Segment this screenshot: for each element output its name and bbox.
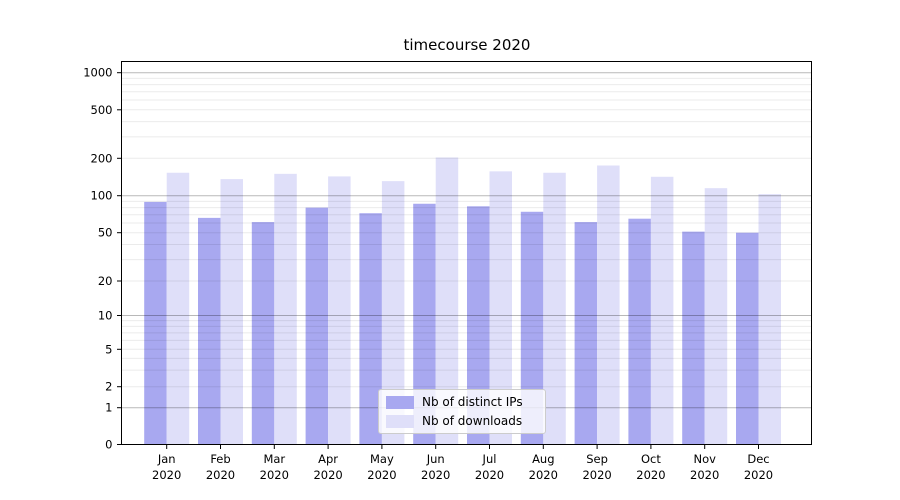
y-tick-label: 500: [91, 103, 113, 117]
bar-distinct-ips-feb: [198, 217, 221, 445]
legend-item-downloads: Nb of downloads: [386, 414, 537, 428]
bar-distinct-ips-may: [359, 213, 382, 445]
x-tick-label-year: 2020: [367, 468, 396, 482]
x-tick-label-month: Oct: [641, 452, 661, 466]
x-tick-label-month: Mar: [263, 452, 285, 466]
x-tick-label-month: May: [370, 452, 394, 466]
y-tick-label: 2: [105, 380, 112, 394]
y-tick-label: 200: [91, 151, 113, 165]
x-tick-label-month: Jan: [157, 452, 176, 466]
x-tick-label-year: 2020: [744, 468, 773, 482]
x-tick-label-month: Nov: [693, 452, 716, 466]
y-tick-label: 20: [98, 274, 113, 288]
bar-distinct-ips-aug: [520, 211, 544, 445]
bar-distinct-ips-nov: [682, 231, 705, 445]
x-tick-label-month: Sep: [586, 452, 608, 466]
bar-downloads-feb: [220, 179, 243, 445]
x-tick-label-year: 2020: [582, 468, 611, 482]
x-tick-label-year: 2020: [529, 468, 558, 482]
bar-downloads-dec: [758, 194, 781, 445]
x-tick-label-year: 2020: [152, 468, 181, 482]
x-tick-label-year: 2020: [636, 468, 665, 482]
bar-distinct-ips-mar: [251, 222, 275, 445]
y-tick-label: 50: [98, 226, 113, 240]
bar-distinct-ips-jul: [467, 206, 490, 445]
legend-label-downloads: Nb of downloads: [422, 414, 523, 428]
bar-distinct-ips-oct: [628, 218, 651, 445]
legend-label-distinct-ips: Nb of distinct IPs: [422, 395, 523, 409]
x-tick-label-year: 2020: [206, 468, 235, 482]
bar-downloads-aug: [543, 172, 566, 445]
plot-border: [121, 61, 812, 445]
bar-downloads-apr: [328, 176, 351, 445]
x-tick-label-month: Jun: [426, 452, 445, 466]
x-tick-label-month: Dec: [747, 452, 769, 466]
x-tick-label-month: Feb: [210, 452, 230, 466]
x-tick-label-year: 2020: [260, 468, 289, 482]
bar-distinct-ips-dec: [736, 232, 759, 445]
y-tick-label: 10: [98, 309, 113, 323]
y-tick-label: 1: [105, 401, 112, 415]
bar-downloads-sep: [597, 165, 620, 445]
x-tick-label-month: Aug: [532, 452, 554, 466]
legend-swatch-downloads-icon: [386, 414, 414, 428]
y-tick-label: 5: [105, 342, 112, 356]
legend-item-distinct-ips: Nb of distinct IPs: [386, 395, 537, 409]
x-tick-label-year: 2020: [475, 468, 504, 482]
x-tick-label-year: 2020: [690, 468, 719, 482]
chart-title: timecourse 2020: [403, 36, 531, 54]
legend-swatch-ips-icon: [386, 395, 414, 409]
x-tick-label-year: 2020: [313, 468, 342, 482]
y-tick-label: 0: [105, 438, 112, 452]
x-tick-label-month: Jul: [482, 452, 497, 466]
bar-distinct-ips-sep: [574, 222, 598, 445]
bar-downloads-oct: [650, 176, 674, 445]
bar-downloads-mar: [274, 173, 297, 445]
x-tick-label-year: 2020: [421, 468, 450, 482]
x-tick-label-month: Apr: [318, 452, 338, 466]
bar-distinct-ips-jan: [144, 201, 167, 445]
bar-distinct-ips-apr: [305, 207, 329, 445]
bar-downloads-nov: [704, 188, 728, 445]
y-tick-label: 1000: [83, 66, 112, 80]
bar-downloads-jan: [166, 172, 190, 445]
y-tick-label: 100: [91, 189, 113, 203]
legend: Nb of distinct IPs Nb of downloads: [378, 389, 546, 434]
bar-distinct-ips-jun: [413, 203, 436, 445]
bar-downloads-jun: [435, 157, 459, 445]
bar-downloads-jul: [489, 171, 512, 445]
bar-downloads-may: [381, 181, 405, 445]
